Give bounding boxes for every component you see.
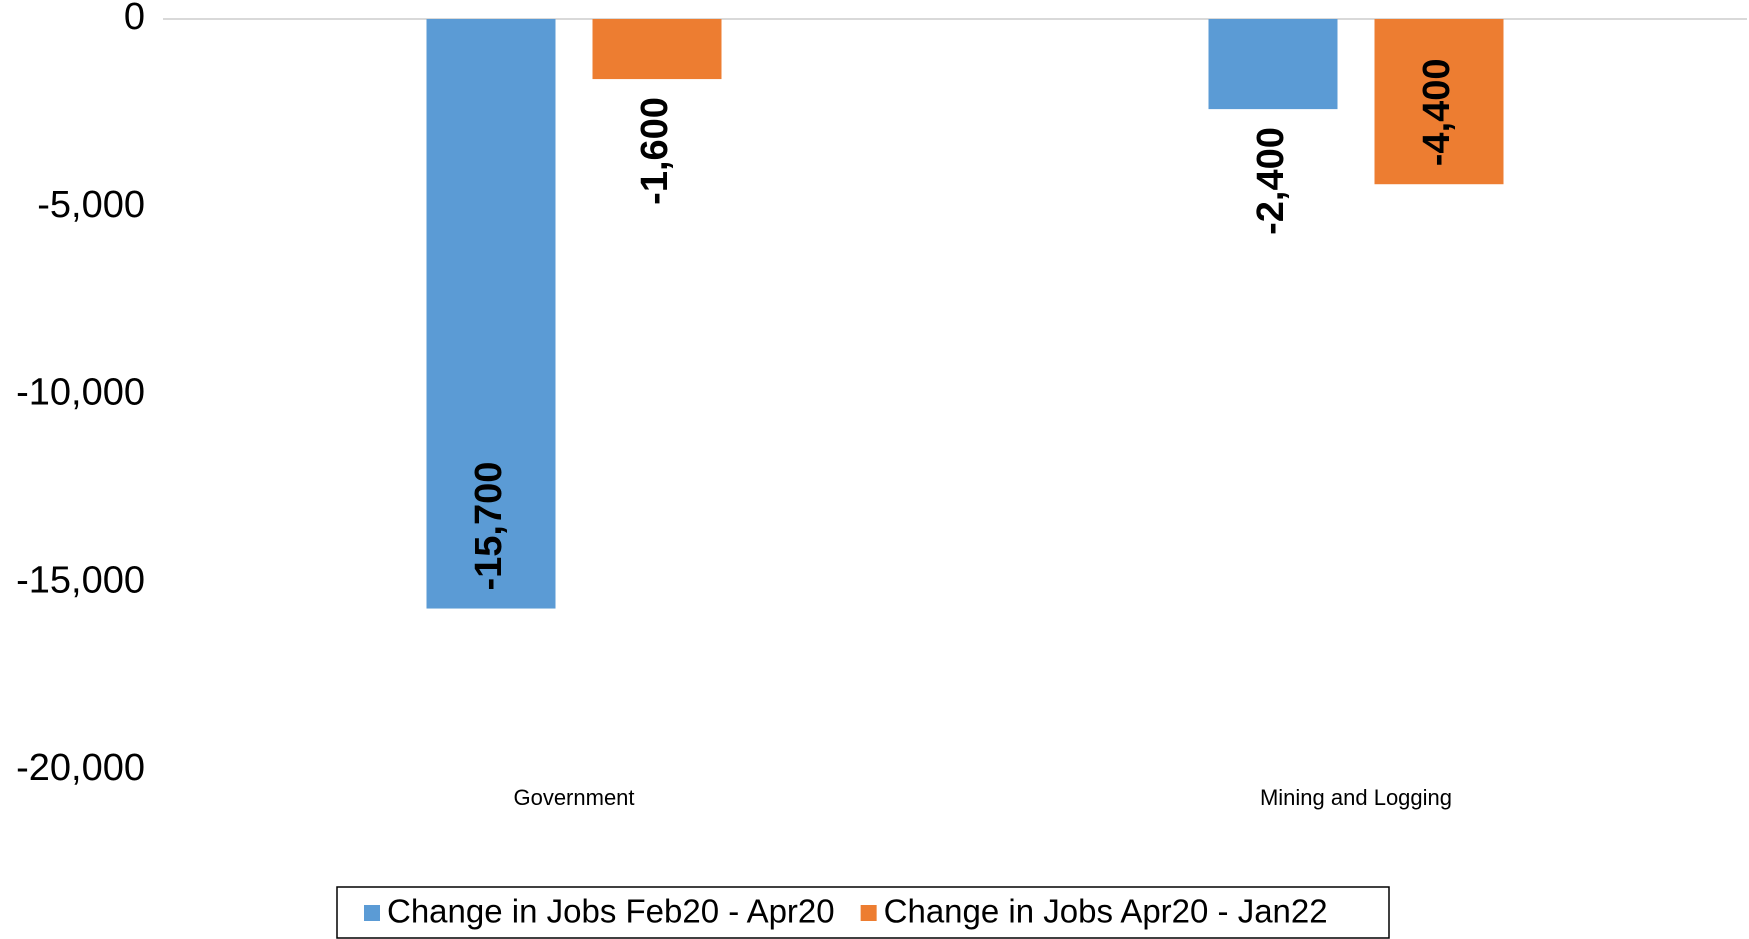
bar — [1374, 19, 1504, 185]
y-tick-label: 0 — [124, 0, 145, 38]
legend-swatch — [860, 905, 877, 921]
y-tick-label: -10,000 — [16, 372, 145, 414]
legend-label: Change in Jobs Feb20 - Apr20 — [387, 893, 835, 930]
bar — [592, 19, 722, 80]
x-tick-label: Government — [513, 785, 634, 810]
x-tick-label: Mining and Logging — [1260, 785, 1452, 810]
value-label: -15,700 — [468, 462, 510, 591]
y-tick-label: -20,000 — [16, 747, 145, 789]
y-tick-label: -5,000 — [37, 184, 145, 226]
legend-label: Change in Jobs Apr20 - Jan22 — [884, 893, 1328, 930]
bar — [426, 19, 556, 609]
legend-swatch — [364, 905, 380, 921]
value-label: -4,400 — [1416, 58, 1458, 166]
y-tick-label: -15,000 — [16, 559, 145, 601]
value-label: -1,600 — [634, 97, 676, 205]
bar — [1208, 19, 1338, 110]
value-label: -2,400 — [1250, 127, 1292, 235]
